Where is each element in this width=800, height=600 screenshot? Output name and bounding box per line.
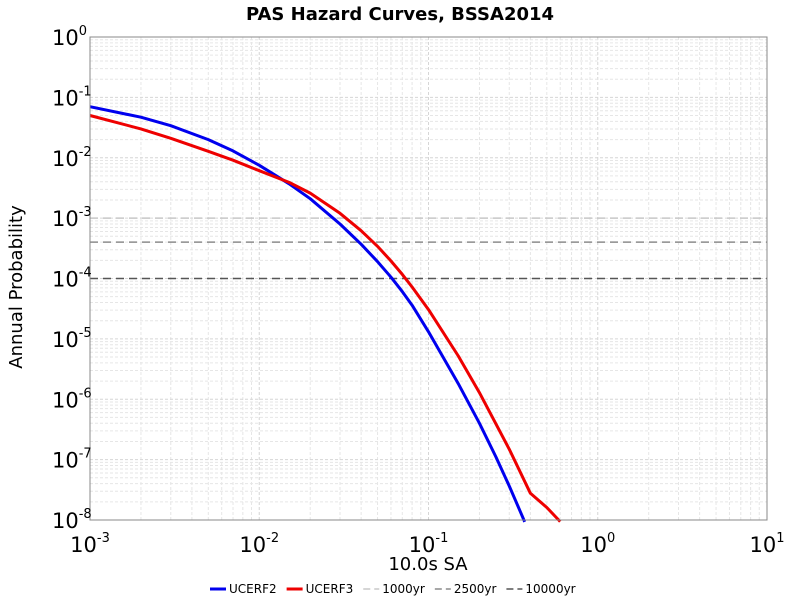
x-tick-label: 10-1: [409, 531, 449, 557]
series-line-ucerf3: [89, 114, 562, 523]
x-axis-label: 10.0s SA: [388, 554, 468, 575]
y-tick-labels: 100 10-1 10-2 10-3 10-4 10-5 10-6 10-7 10-8: [52, 24, 92, 533]
series-group: [89, 105, 562, 523]
legend-item-ucerf2: UCERF2: [210, 582, 277, 596]
y-tick-label: 10-4: [52, 266, 92, 292]
reference-lines: [90, 217, 767, 280]
x-tick-label: 10-2: [239, 531, 279, 557]
legend-label: 10000yr: [525, 582, 575, 596]
legend-item-2500yr: 2500yr: [434, 582, 497, 596]
x-tick-label: 100: [580, 531, 615, 557]
legend: UCERF2 UCERF3 1000yr 2500yr 10000yr: [210, 582, 576, 596]
legend-label: UCERF2: [229, 582, 277, 596]
x-tick-labels: 10-3 10-2 10-1 100 101: [70, 531, 784, 557]
y-axis-label: Annual Probability: [6, 205, 27, 369]
y-tick-label: 10-6: [52, 386, 92, 412]
y-tick-label: 10-1: [52, 84, 92, 110]
y-tick-label: 10-2: [52, 145, 92, 171]
y-tick-label: 100: [52, 24, 87, 50]
x-tick-label: 101: [749, 531, 784, 557]
series-line-ucerf2: [89, 105, 527, 523]
y-tick-label: 10-3: [52, 205, 92, 231]
legend-item-10000yr: 10000yr: [506, 582, 576, 596]
legend-label: 1000yr: [382, 582, 425, 596]
legend-item-ucerf3: UCERF3: [286, 582, 354, 596]
plot-border: [89, 36, 768, 521]
x-tick-label: 10-3: [70, 531, 110, 557]
legend-label: UCERF3: [306, 582, 354, 596]
legend-item-1000yr: 1000yr: [363, 582, 425, 596]
y-tick-label: 10-7: [52, 447, 92, 473]
y-tick-label: 10-8: [52, 507, 92, 533]
y-tick-label: 10-5: [52, 326, 92, 352]
chart-title: PAS Hazard Curves, BSSA2014: [246, 4, 554, 25]
legend-label: 2500yr: [454, 582, 497, 596]
